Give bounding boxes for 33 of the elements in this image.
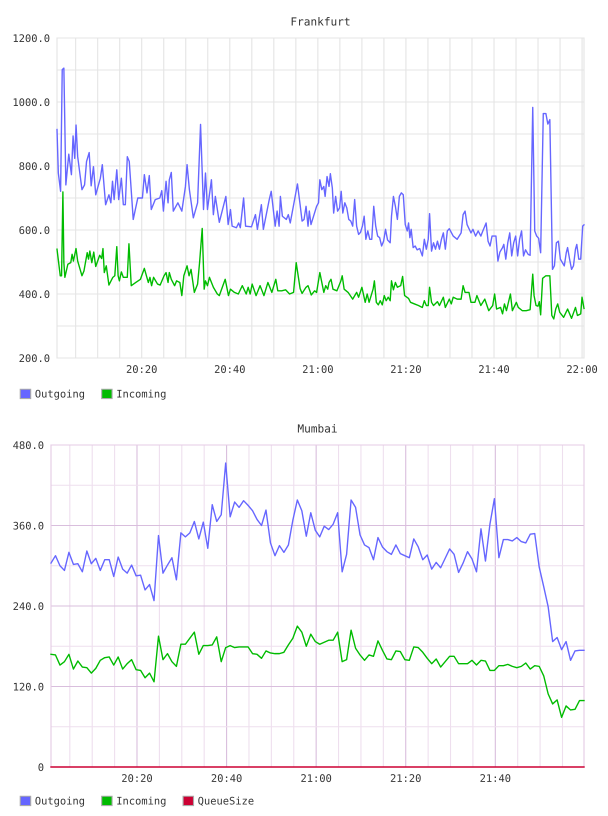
- x-tick-label: 21:40: [480, 774, 510, 782]
- line-series: [56, 67, 585, 270]
- chart-title: Frankfurt: [292, 17, 350, 26]
- y-tick-label: 360.0: [13, 522, 44, 530]
- line-series: [50, 625, 585, 718]
- legend-label: QueueSize: [198, 796, 254, 806]
- y-tick-label: 1000.0: [14, 98, 50, 106]
- x-tick-label: 20:20: [122, 774, 152, 782]
- x-tick-label: 21:20: [391, 365, 421, 374]
- y-tick-label: 600.0: [19, 226, 50, 234]
- y-tick-label: 200.0: [19, 354, 50, 362]
- y-tick-label: 400.0: [19, 290, 50, 298]
- x-tick-label: 20:20: [126, 365, 157, 374]
- x-tick-label: 22:00: [567, 365, 598, 374]
- y-tick-label: 240.0: [13, 602, 44, 610]
- y-tick-label: 800.0: [19, 162, 50, 170]
- legend-label: Outgoing: [35, 796, 84, 807]
- legend-label: Incoming: [117, 390, 166, 400]
- y-tick-label: 1200.0: [14, 34, 50, 42]
- x-tick-label: 20:40: [212, 774, 242, 782]
- legend-label: Incoming: [117, 796, 166, 807]
- x-tick-label: 21:20: [390, 774, 421, 782]
- line-series: [50, 462, 585, 662]
- legend-label: Outgoing: [35, 390, 84, 400]
- y-tick-label: 480.0: [13, 441, 44, 450]
- y-tick-label: 0: [38, 763, 44, 772]
- chart-title: Mumbai: [298, 424, 337, 433]
- line-series: [56, 191, 585, 320]
- x-tick-label: 20:40: [214, 365, 245, 374]
- y-tick-label: 120.0: [14, 682, 44, 691]
- x-tick-label: 21:00: [302, 365, 333, 374]
- x-tick-label: 21:00: [301, 774, 332, 782]
- x-tick-label: 21:40: [479, 365, 510, 374]
